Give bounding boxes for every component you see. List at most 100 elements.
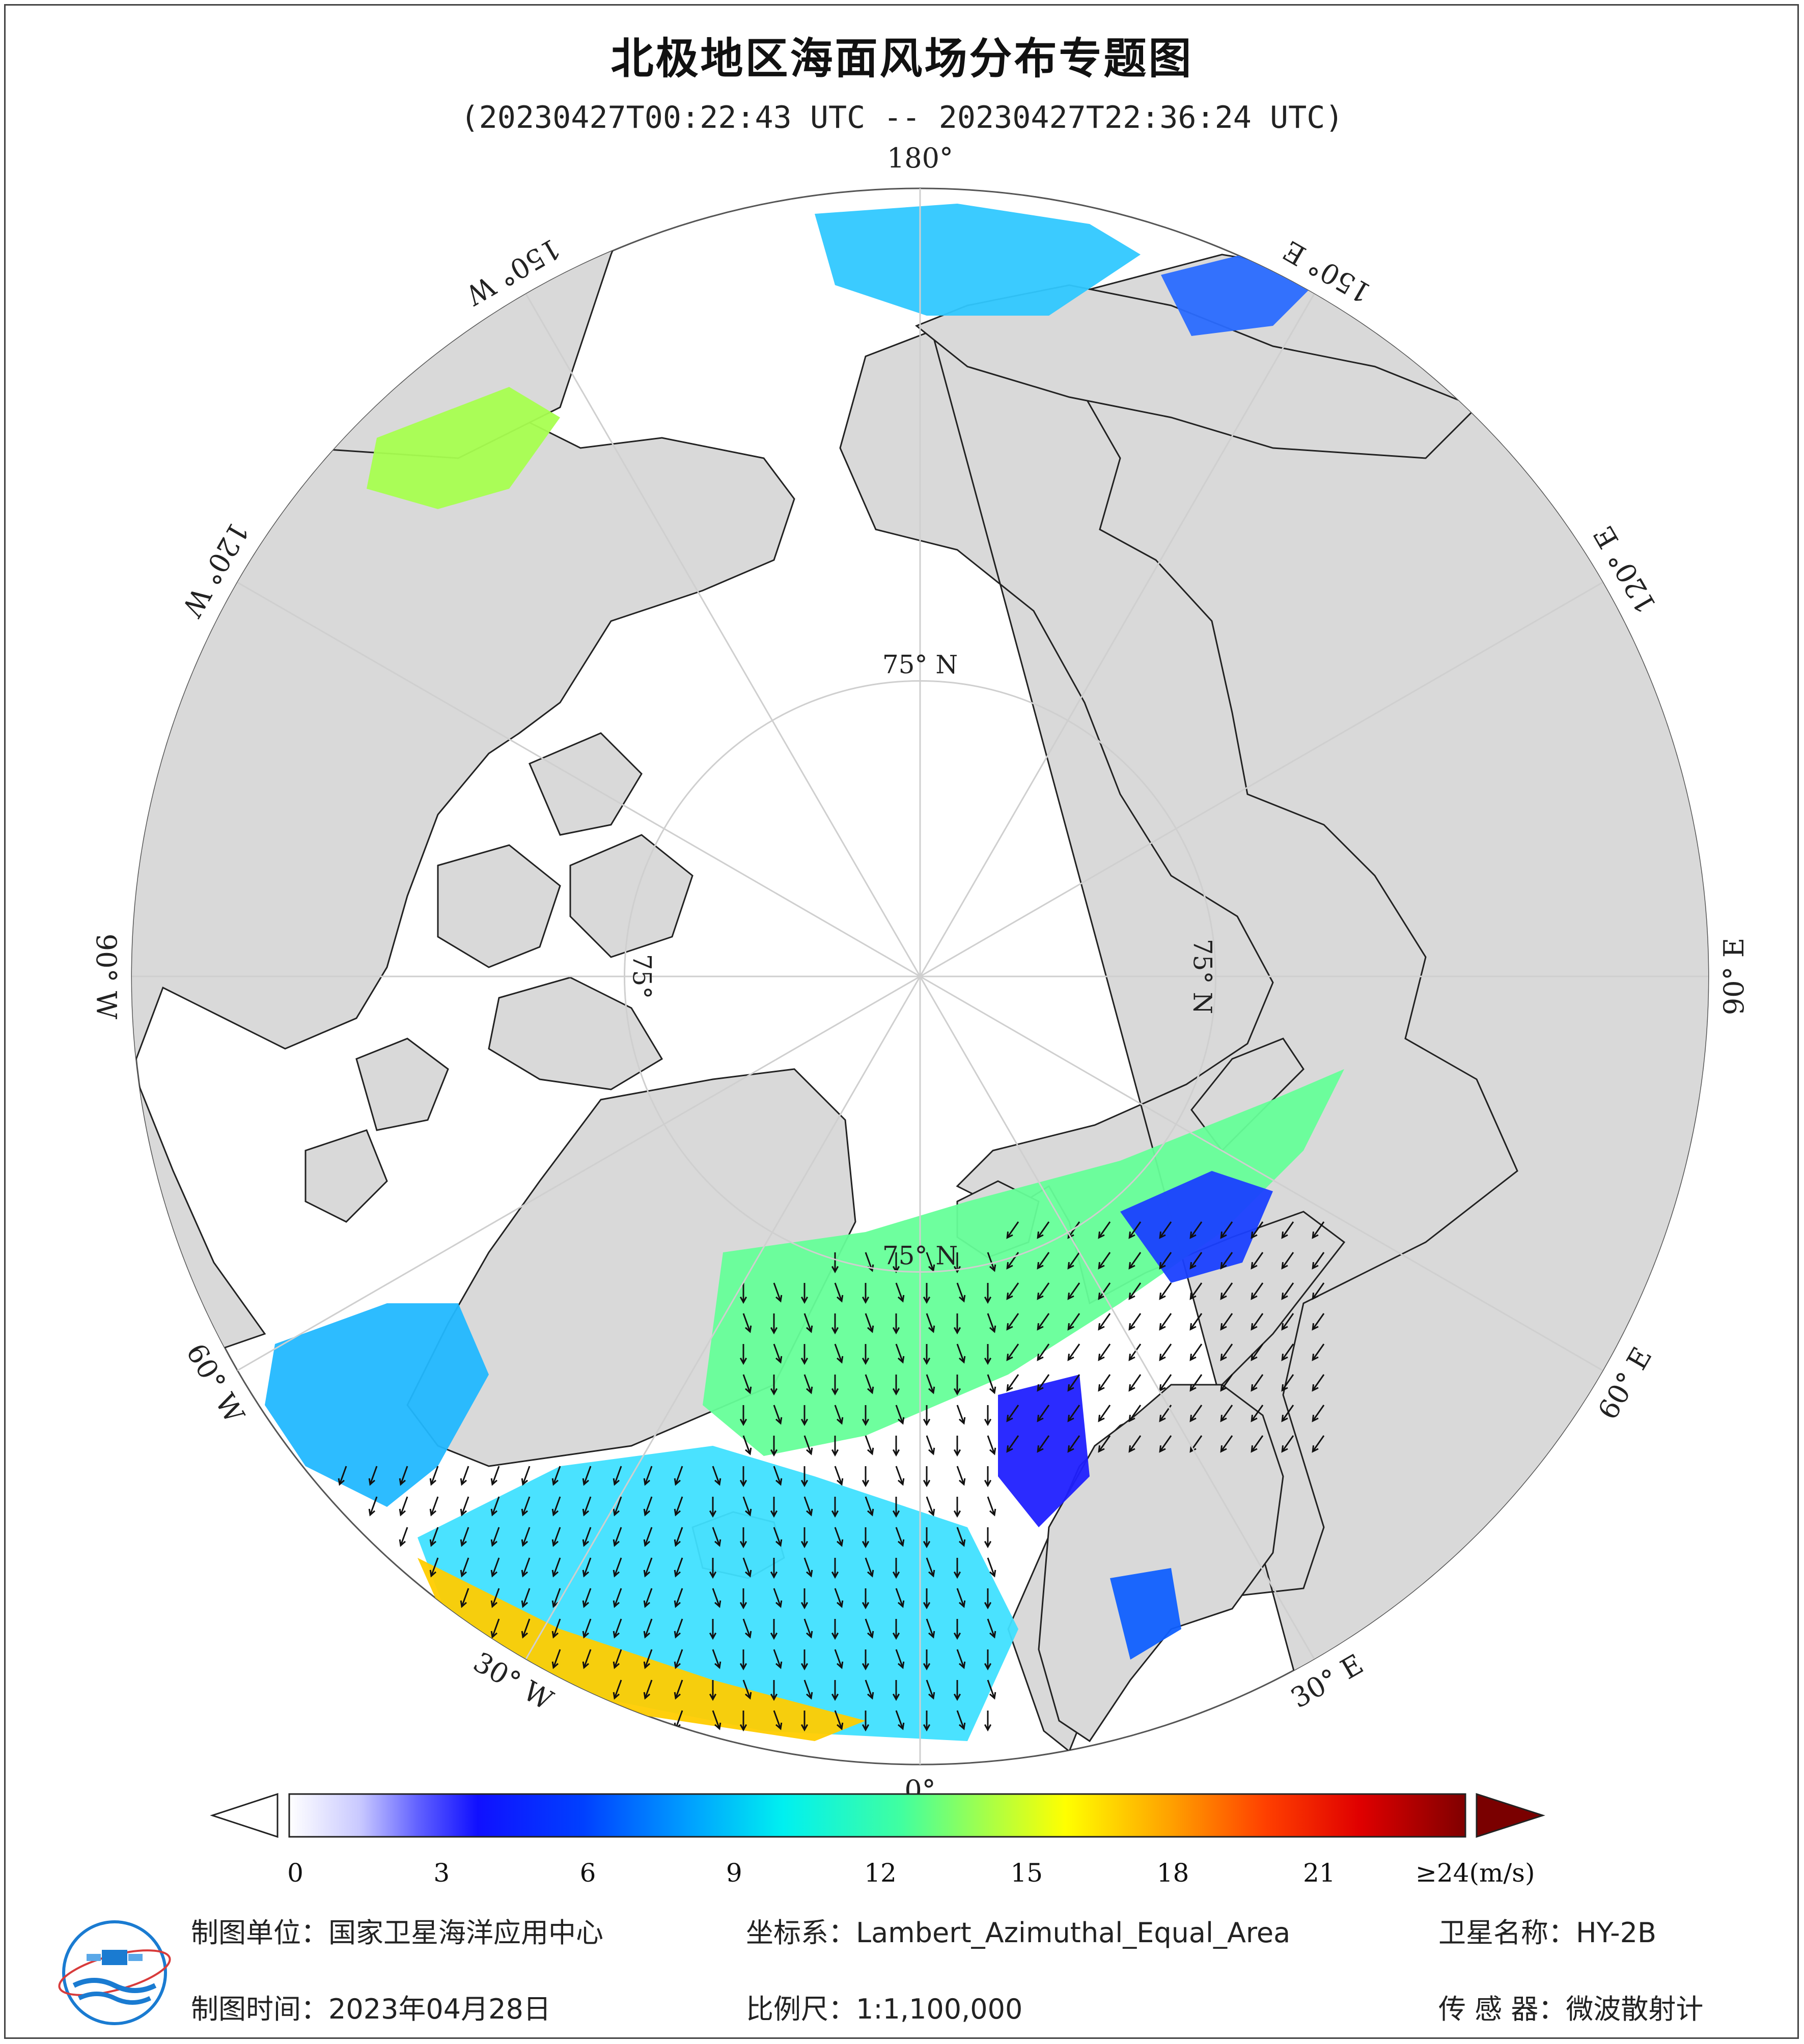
wind-arrow-head (897, 1295, 905, 1303)
wind-arrow-head (836, 1356, 844, 1364)
wind-arrow-head (744, 1508, 752, 1517)
wind-arrow (926, 1313, 934, 1332)
wind-arrow (675, 1466, 683, 1485)
wind-arrow-head (831, 1571, 839, 1579)
wind-arrow (834, 1405, 843, 1424)
wind-arrow-head (1159, 1293, 1166, 1300)
wind-arrow-head (831, 1266, 839, 1274)
latitude-label: 75° N (882, 650, 958, 680)
wind-arrow (1312, 1374, 1325, 1391)
time-range: (20230427T00:22:43 UTC -- 20230427T22:36… (460, 100, 1344, 135)
wind-arrow (1098, 1221, 1111, 1238)
wind-arrow (1220, 1313, 1233, 1330)
wind-arrow (1098, 1282, 1111, 1299)
wind-arrow-head (1281, 1384, 1288, 1392)
wind-arrow-head (984, 1541, 992, 1549)
wind-arrow-head (1220, 1384, 1227, 1392)
wind-arrow (1159, 1252, 1172, 1269)
wind-arrow (522, 1618, 531, 1638)
wind-arrow (614, 1496, 622, 1516)
wind-arrow-head (892, 1388, 900, 1396)
wind-arrow-head (521, 1478, 529, 1486)
colorbar-tick-label: 6 (579, 1858, 596, 1888)
wind-arrow-head (551, 1661, 559, 1669)
wind-arrow-head (892, 1449, 900, 1457)
wind-arrow (614, 1588, 622, 1607)
wind-arrow (803, 1374, 812, 1393)
wind-arrow (773, 1282, 782, 1302)
wind-arrow-head (775, 1539, 783, 1547)
wind-arrow-head (521, 1570, 529, 1578)
wind-arrow (865, 1496, 873, 1516)
wind-arrow-head (490, 1478, 498, 1486)
wind-arrow (644, 1496, 653, 1516)
wind-arrow (712, 1710, 720, 1729)
wind-arrow (1128, 1252, 1142, 1269)
wind-arrow-head (984, 1724, 992, 1732)
wind-arrow-head (958, 1295, 966, 1303)
wind-arrow-head (923, 1479, 931, 1488)
wind-arrow-head (800, 1357, 809, 1365)
wind-arrow (742, 1557, 751, 1577)
wind-arrow (742, 1313, 751, 1332)
wind-arrow-head (490, 1631, 498, 1639)
wind-arrow-head (958, 1661, 966, 1669)
wind-arrow-head (1067, 1262, 1074, 1270)
wind-arrow-head (1037, 1262, 1044, 1270)
wind-arrow-head (709, 1571, 717, 1579)
wind-arrow (461, 1466, 469, 1485)
wind-arrow (369, 1466, 378, 1485)
wind-arrow (1189, 1374, 1203, 1391)
wind-arrow (1159, 1282, 1172, 1299)
wind-arrow-head (867, 1508, 874, 1517)
wind-arrow-head (989, 1325, 996, 1333)
wind-arrow-head (1067, 1445, 1074, 1453)
wind-arrow-head (1006, 1293, 1013, 1300)
wind-arrow (1128, 1405, 1142, 1421)
wind-arrow-head (770, 1693, 778, 1701)
wind-arrow (865, 1557, 873, 1577)
wind-arrow-head (1189, 1384, 1197, 1392)
wind-arrow-head (806, 1447, 813, 1455)
wind-arrow-head (582, 1661, 590, 1669)
wind-arrow (1251, 1221, 1264, 1238)
wind-arrow (644, 1557, 653, 1577)
graticule (132, 188, 1708, 1765)
wind-arrow (583, 1649, 592, 1668)
wind-arrow-head (989, 1692, 996, 1700)
wind-arrow-head (613, 1692, 620, 1700)
wind-arrow (675, 1618, 683, 1638)
wind-arrow-head (862, 1418, 870, 1426)
wind-arrow-head (613, 1600, 620, 1608)
wind-arrow-head (806, 1325, 813, 1333)
wind-arrow (803, 1435, 812, 1454)
wind-arrow-head (643, 1539, 651, 1547)
wind-arrow (1006, 1313, 1019, 1330)
wind-arrow-head (1037, 1384, 1044, 1392)
wind-arrow (712, 1466, 720, 1485)
wind-arrow-head (613, 1539, 620, 1547)
wind-arrow (773, 1527, 782, 1546)
wind-arrow (742, 1618, 751, 1638)
wind-arrow (644, 1649, 653, 1668)
wind-arrow (1159, 1435, 1172, 1452)
wind-arrow-head (429, 1570, 437, 1578)
wind-arrow-head (1189, 1231, 1197, 1239)
wind-arrow-head (1189, 1262, 1197, 1270)
wind-arrow-head (582, 1600, 590, 1608)
wind-arrow-head (1006, 1445, 1013, 1453)
wind-arrow (1098, 1252, 1111, 1269)
wind-arrow (1067, 1343, 1080, 1360)
wind-arrow-head (836, 1417, 844, 1425)
wind-arrow-head (551, 1570, 559, 1578)
wind-swath (265, 1303, 489, 1507)
wind-arrow-head (643, 1600, 651, 1608)
wind-arrow-head (958, 1356, 966, 1364)
wind-arrow (773, 1649, 782, 1668)
wind-arrow (742, 1496, 751, 1516)
wind-arrow (1251, 1252, 1264, 1269)
map-scale: 比例尺：1:1,100,000 (746, 1993, 1023, 2025)
wind-arrow (1098, 1405, 1111, 1421)
wind-arrow-head (1098, 1354, 1105, 1361)
wind-arrow-head (429, 1508, 437, 1517)
